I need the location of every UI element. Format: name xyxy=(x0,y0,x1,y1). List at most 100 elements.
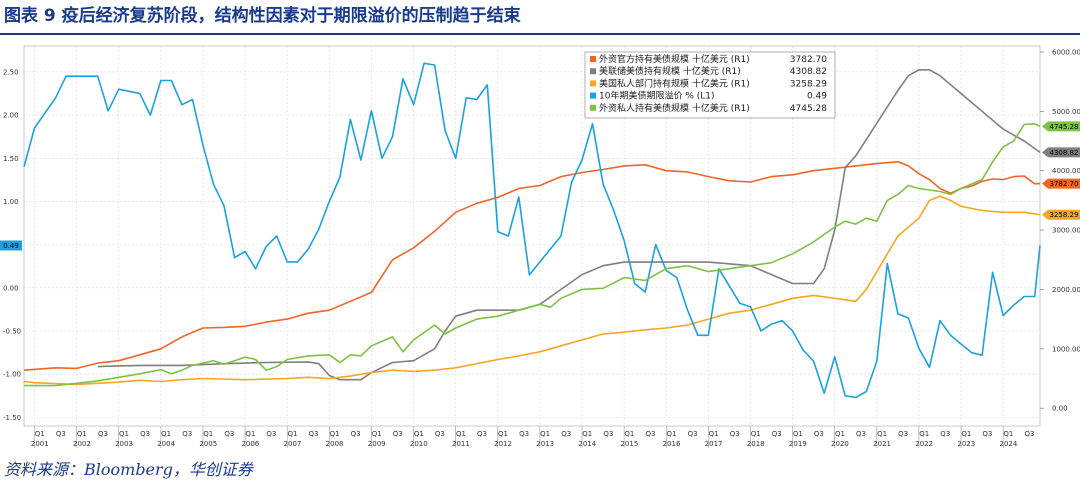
quarter-label: Q1 xyxy=(919,430,929,438)
quarter-label: Q1 xyxy=(835,430,845,438)
legend-value-2: 3258.29 xyxy=(790,79,827,89)
quarter-label: Q1 xyxy=(751,430,761,438)
quarter-label: Q3 xyxy=(688,430,698,438)
quarter-label: Q3 xyxy=(1024,430,1034,438)
value-badges: 3782.70 4308.82 3258.29 0.49 4745.28 xyxy=(0,121,1080,251)
quarter-label: Q3 xyxy=(898,430,908,438)
quarter-label: Q1 xyxy=(877,430,887,438)
quarter-label: Q3 xyxy=(856,430,866,438)
year-label: 2005 xyxy=(199,440,217,448)
legend-swatch-0 xyxy=(590,56,596,62)
right-tick-label: 6000.00 xyxy=(1052,48,1080,56)
quarter-label: Q3 xyxy=(266,430,276,438)
legend-label-1: 美联储美债持有规模 十亿美元 (R1) xyxy=(599,65,741,77)
year-label: 2011 xyxy=(452,440,470,448)
legend-swatch-3 xyxy=(590,92,596,99)
year-label: 2013 xyxy=(536,440,554,448)
left-tick-label: -1.50 xyxy=(3,414,21,422)
legend-value-0: 3782.70 xyxy=(790,55,827,65)
year-label: 2009 xyxy=(368,440,386,448)
quarter-label: Q3 xyxy=(309,430,319,438)
quarter-label: Q1 xyxy=(245,430,255,438)
right-tick-label: 1000.00 xyxy=(1052,345,1080,353)
legend-label-3: 10年期美债期限溢价 % (L1) xyxy=(599,90,715,102)
series-line-1 xyxy=(97,69,1041,381)
quarter-label: Q1 xyxy=(667,430,677,438)
axes: 2.502.001.501.000.500.00-0.50-1.00-1.506… xyxy=(3,48,1080,448)
quarter-label: Q3 xyxy=(56,430,66,438)
quarter-label: Q1 xyxy=(793,430,803,438)
legend-swatch-2 xyxy=(590,80,596,87)
quarter-label: Q1 xyxy=(372,430,382,438)
quarter-label: Q1 xyxy=(330,430,340,438)
left-tick-label: -1.00 xyxy=(3,371,21,379)
year-label: 2015 xyxy=(620,440,638,448)
gridlines xyxy=(23,45,1041,427)
quarter-label: Q3 xyxy=(519,430,529,438)
right-badge-bg-1 xyxy=(1042,147,1080,158)
right-badge-bg-2 xyxy=(1042,209,1080,220)
quarter-label: Q3 xyxy=(603,430,613,438)
quarter-label: Q1 xyxy=(1003,430,1013,438)
legend-swatch-1 xyxy=(590,68,596,75)
year-label: 2001 xyxy=(31,440,49,448)
year-label: 2020 xyxy=(831,440,849,448)
year-label: 2017 xyxy=(705,440,723,448)
quarter-label: Q1 xyxy=(287,430,297,438)
right-badge-value-4: 4745.28 xyxy=(1050,123,1079,131)
series-lines xyxy=(23,62,1041,399)
quarter-label: Q1 xyxy=(709,430,719,438)
quarter-label: Q3 xyxy=(645,430,655,438)
title-underline xyxy=(0,33,1080,35)
quarter-label: Q1 xyxy=(540,430,550,438)
right-badge-value-0: 3782.70 xyxy=(1050,180,1079,188)
quarter-label: Q1 xyxy=(203,430,213,438)
left-tick-label: 0.00 xyxy=(3,284,19,292)
left-tick-label: 1.50 xyxy=(3,155,19,163)
year-label: 2024 xyxy=(1000,440,1018,448)
legend-value-1: 4308.82 xyxy=(790,67,827,77)
year-label: 2004 xyxy=(157,440,175,448)
year-label: 2012 xyxy=(494,440,512,448)
figure-title: 图表 9 疫后经济复苏阶段，结构性因素对于期限溢价的压制趋于结束 xyxy=(4,6,521,26)
quarter-label: Q3 xyxy=(98,430,108,438)
legend: 外资官方持有美债规模 十亿美元 (R1) 3782.70 美联储美债持有规模 十亿美… xyxy=(584,51,836,119)
year-label: 2010 xyxy=(410,440,428,448)
series-line-0 xyxy=(23,161,1041,371)
legend-box xyxy=(584,51,836,119)
quarter-label: Q3 xyxy=(982,430,992,438)
quarter-label: Q1 xyxy=(456,430,466,438)
right-tick-label: 5000.00 xyxy=(1052,108,1080,116)
quarter-label: Q3 xyxy=(730,430,740,438)
series-line-3 xyxy=(23,62,1041,399)
right-badge-value-2: 3258.29 xyxy=(1050,211,1079,219)
legend-label-2: 美国私人部门持有规模 十亿美元 (R1) xyxy=(599,77,750,89)
quarter-label: Q3 xyxy=(477,430,487,438)
year-label: 2021 xyxy=(873,440,891,448)
year-label: 2002 xyxy=(73,440,91,448)
quarter-label: Q1 xyxy=(77,430,87,438)
quarter-label: Q1 xyxy=(582,430,592,438)
right-tick-label: 4000.00 xyxy=(1052,167,1080,175)
year-label: 2016 xyxy=(663,440,681,448)
legend-label-4: 外资私人持有美债规模 十亿美元 (R1) xyxy=(599,102,750,114)
left-badge-bg xyxy=(0,240,22,251)
quarter-label: Q3 xyxy=(224,430,234,438)
right-tick-label: 0.00 xyxy=(1052,405,1068,413)
left-tick-label: 2.00 xyxy=(3,112,19,120)
left-tick-label: 2.50 xyxy=(3,68,19,76)
plot-frame xyxy=(23,45,1041,427)
quarter-label: Q1 xyxy=(414,430,424,438)
left-tick-label: -0.50 xyxy=(3,328,21,336)
legend-swatch-4 xyxy=(590,104,596,111)
quarter-label: Q1 xyxy=(624,430,634,438)
left-tick-label: 1.00 xyxy=(3,198,19,206)
quarter-label: Q3 xyxy=(393,430,403,438)
year-label: 2022 xyxy=(915,440,933,448)
year-label: 2003 xyxy=(115,440,133,448)
quarter-label: Q3 xyxy=(351,430,361,438)
right-tick-label: 2000.00 xyxy=(1052,286,1080,294)
right-badge-bg-0 xyxy=(1042,178,1080,189)
quarter-label: Q1 xyxy=(35,430,45,438)
quarter-label: Q3 xyxy=(561,430,571,438)
